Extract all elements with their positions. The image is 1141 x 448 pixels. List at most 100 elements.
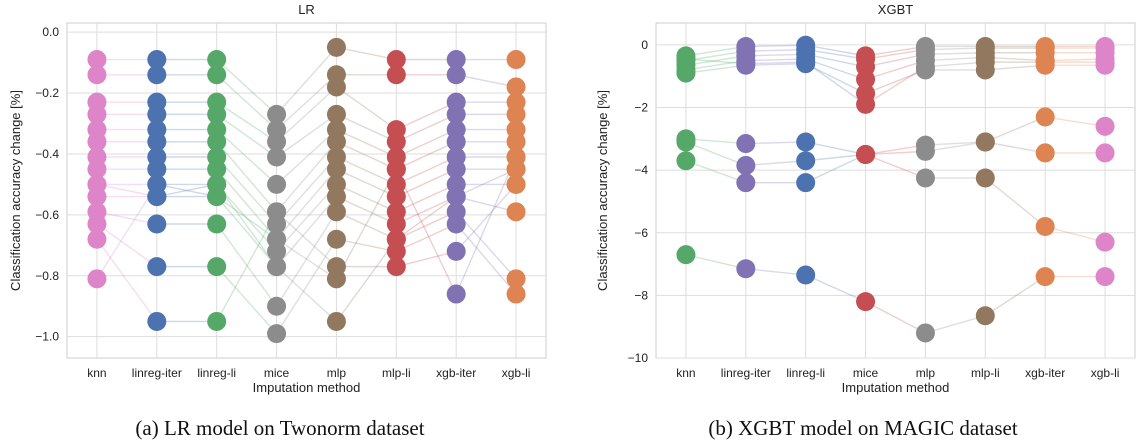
- lr-point-mlp-5: [326, 132, 346, 152]
- lr-point-knn-1: [87, 65, 107, 85]
- lr-series-5-segment-5: [396, 141, 457, 170]
- lr-point-xgb-iter-5: [446, 132, 466, 152]
- lr-point-xgb-li-12: [506, 174, 526, 194]
- xgbt-series-7-segment-4: [925, 141, 986, 153]
- lr-point-knn-11: [87, 214, 107, 234]
- xgbt-series-8-segment-5: [984, 177, 1046, 228]
- lr-series-5-segment-3: [276, 141, 337, 213]
- lr-series-13-segment-2: [216, 196, 277, 240]
- xgbt-series-2-segment-3: [865, 53, 926, 68]
- lr-series-7-segment-3: [276, 168, 337, 240]
- lr-point-mlp-14: [326, 311, 346, 331]
- lr-chart-title: LR: [298, 2, 315, 17]
- lr-series-1-segment-2: [216, 74, 278, 131]
- lr-point-xgb-li-10: [506, 269, 526, 289]
- xgbt-series-6-segment-0: [685, 138, 746, 145]
- xgbt-point-xgb-iter-7: [1035, 143, 1055, 163]
- lr-series-10-segment-5: [396, 211, 457, 240]
- lr-series-2-segment-3: [276, 86, 337, 143]
- lr-point-mlp-li-9: [386, 214, 406, 234]
- lr-point-mlp-3: [326, 104, 346, 124]
- lr-series-14-segment-4: [335, 238, 397, 322]
- xgbt-series-1-segment-0: [685, 50, 746, 62]
- xgbt-ytick-label-4: −8: [634, 288, 648, 302]
- lr-series-14-segment-3: [276, 266, 337, 322]
- lr-point-mice-2: [267, 132, 287, 152]
- lr-xtick-label-xgb-li: xgb-li: [502, 366, 531, 380]
- xgbt-series-3-segment-6: [1045, 58, 1106, 62]
- xgbt-point-mlp-li-5: [975, 52, 995, 72]
- lr-point-mice-4: [267, 174, 287, 194]
- chart-lr: 0.0 −0.2 −0.4 −0.6 −0.8 −1.0 knn linreg-iter lin…: [8, 2, 547, 395]
- xgbt-series-5-segment-1: [745, 61, 806, 65]
- xgbt-point-mice-8: [856, 144, 876, 164]
- lr-point-mlp-9: [326, 187, 346, 207]
- lr-series-13-segment-1: [156, 183, 217, 198]
- lr-xtick-label-linreg-li: linreg-li: [197, 366, 236, 380]
- lr-point-linreg-li-7: [207, 159, 227, 179]
- lr-series-9-segment-6: [456, 195, 517, 213]
- lr-series-10-segment-6: [455, 211, 517, 280]
- xgbt-ytick-label-1: −2: [634, 101, 648, 115]
- xgbt-series-2-segment-2: [805, 53, 866, 68]
- lr-point-linreg-li-14: [207, 174, 227, 194]
- xgbt-ytick-label-2: −4: [634, 163, 648, 177]
- xgbt-point-mice-5: [856, 94, 876, 114]
- xgbt-series-3-segment-2: [805, 58, 866, 81]
- lr-point-mice-11: [267, 324, 287, 344]
- lr-series-12-segment-2: [216, 211, 278, 322]
- lr-point-mlp-li-7: [386, 187, 406, 207]
- lr-series-10-segment-2: [216, 223, 278, 307]
- lr-series-3-segment-3: [276, 113, 337, 158]
- lr-point-xgb-li-11: [506, 284, 526, 304]
- xgbt-x-axis-label: Imputation method: [842, 380, 950, 395]
- lr-series-2-segment-5: [396, 101, 457, 131]
- lr-series-0-segment-4: [336, 46, 397, 61]
- lr-series-9-segment-4: [336, 195, 397, 225]
- lr-point-linreg-iter-11: [147, 257, 167, 277]
- caption-b: (b) XGBT model on MAGIC dataset: [708, 416, 1018, 440]
- panel-xgbt: 0 −2 −4 −6 −8 −10 knn linreg-iter linreg-li mice m…: [585, 0, 1141, 448]
- lr-point-xgb-iter-13: [446, 284, 466, 304]
- lr-series-8-segment-3: [276, 183, 337, 252]
- xgbt-series-6-segment-4: [925, 141, 986, 146]
- lr-xtick-label-mlp-li: mlp-li: [382, 366, 411, 380]
- xgbt-xtick-label-linreg-li: linreg-li: [786, 366, 825, 380]
- lr-series-4-segment-4: [336, 128, 397, 158]
- xgbt-y-axis-label: Classification accuracy change [%]: [595, 90, 610, 291]
- lr-point-xgb-li-1: [506, 77, 526, 97]
- lr-point-linreg-iter-14: [147, 187, 167, 207]
- xgbt-point-mlp-9: [915, 323, 935, 343]
- xgbt-series-8-segment-2: [805, 153, 866, 184]
- lr-series-13-segment-6: [455, 156, 517, 295]
- xgbt-series-4-segment-3: [865, 69, 926, 95]
- xgbt-point-mlp-7: [915, 141, 935, 161]
- xgbt-series-3-segment-5: [985, 56, 1046, 62]
- xgbt-point-mice-9: [856, 292, 876, 312]
- lr-point-linreg-iter-10: [147, 214, 167, 234]
- xgbt-point-mlp-5: [915, 57, 935, 77]
- lr-point-mice-14: [267, 257, 287, 277]
- xgbt-point-xgb-iter-6: [1035, 107, 1055, 127]
- lr-series-14-segment-0: [96, 183, 157, 198]
- xgbt-ytick-label-3: −6: [634, 226, 648, 240]
- xgbt-series-5-segment-4: [925, 61, 986, 68]
- lr-point-knn-14: [87, 174, 107, 194]
- lr-point-mlp-li-14: [386, 229, 406, 249]
- lr-series-7-segment-2: [216, 168, 278, 240]
- lr-series-3-segment-4: [336, 113, 397, 143]
- lr-point-knn-0: [87, 50, 107, 70]
- lr-point-xgb-iter-0: [446, 50, 466, 70]
- lr-point-mlp-li-1: [386, 65, 406, 85]
- lr-series-14-segment-1: [156, 183, 217, 198]
- xgbt-series-8-segment-3: [865, 153, 926, 179]
- lr-point-xgb-li-9: [506, 202, 526, 222]
- lr-series-14-segment-5: [395, 196, 457, 240]
- lr-series-1-segment-6: [456, 74, 517, 88]
- lr-point-linreg-li-5: [207, 132, 227, 152]
- lr-point-mlp-li-0: [386, 50, 406, 70]
- xgbt-series-7-segment-1: [745, 160, 806, 167]
- lr-series-9-segment-2: [216, 196, 278, 268]
- lr-series-11-segment-4: [336, 238, 397, 253]
- xgbt-series-2-segment-4: [925, 52, 986, 56]
